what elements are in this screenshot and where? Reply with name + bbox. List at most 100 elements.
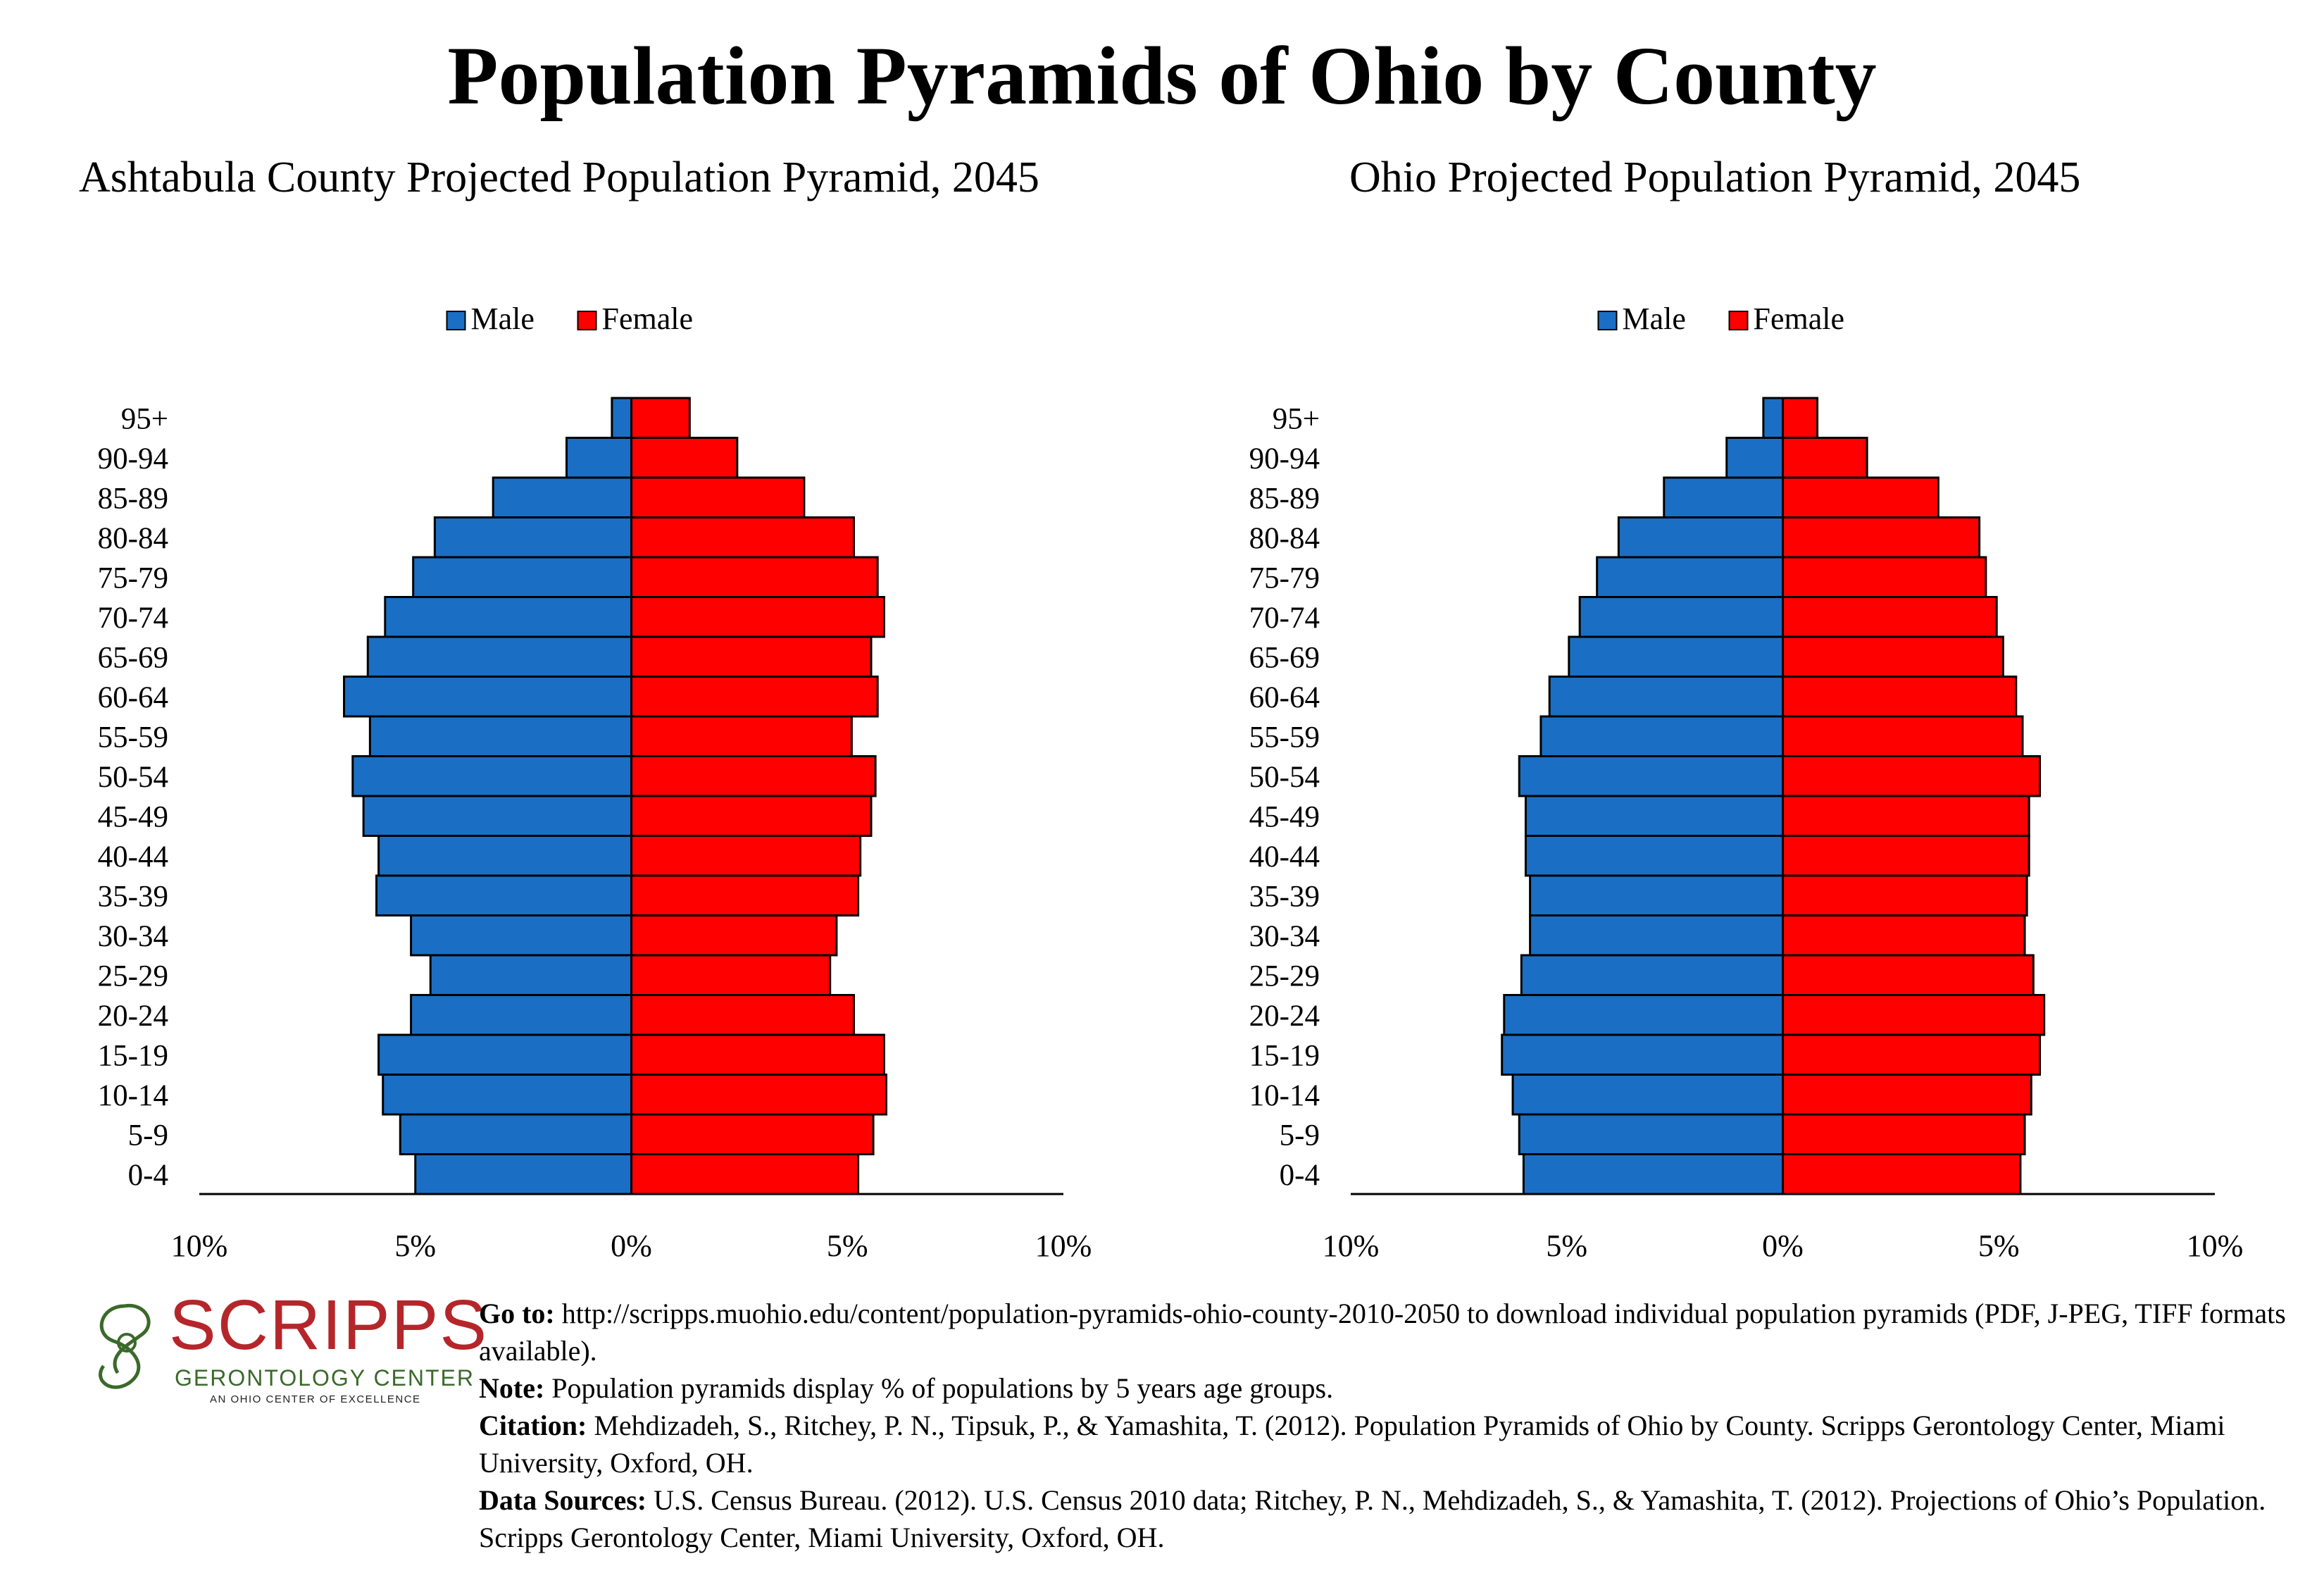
x-tick-label-ohio: 0% <box>1762 1229 1804 1263</box>
footer-goto-text: http://scripps.muohio.edu/content/popula… <box>479 1298 2286 1367</box>
legend-label-female-ohio: Female <box>1754 302 1845 336</box>
female-bar-ohio <box>1782 516 1981 559</box>
legend-swatch-female-ashtabula <box>577 311 597 330</box>
age-label-ohio: 80-84 <box>1249 522 1320 555</box>
female-bar-ashtabula <box>630 437 739 479</box>
male-bar-ohio <box>1501 1033 1785 1076</box>
age-label-ohio: 55-59 <box>1249 721 1320 754</box>
age-label-ohio: 15-19 <box>1249 1039 1320 1072</box>
female-bar-ashtabula <box>630 397 691 439</box>
footer-note-text: Population pyramids display % of populat… <box>544 1372 1334 1404</box>
age-label-ashtabula: 90-94 <box>98 442 168 476</box>
age-label-ohio: 30-34 <box>1249 920 1320 953</box>
age-label-ohio: 85-89 <box>1249 482 1320 515</box>
footer-note-label: Note: <box>479 1372 545 1404</box>
x-tick-label-ashtabula: 5% <box>827 1229 868 1263</box>
male-bar-ohio <box>1520 954 1785 996</box>
male-bar-ashtabula <box>375 874 632 916</box>
age-label-ohio: 95+ <box>1273 402 1320 435</box>
age-label-ohio: 35-39 <box>1249 880 1320 913</box>
age-label-ashtabula: 0-4 <box>128 1159 168 1192</box>
female-bar-ohio <box>1782 795 2030 837</box>
female-bar-ohio <box>1782 437 1868 479</box>
male-bar-ohio <box>1762 397 1785 439</box>
male-bar-ashtabula <box>565 437 632 479</box>
age-label-ashtabula: 80-84 <box>98 522 168 555</box>
male-bar-ashtabula <box>611 397 633 439</box>
male-bar-ohio <box>1539 715 1784 757</box>
age-label-ashtabula: 55-59 <box>98 721 168 754</box>
female-bar-ashtabula <box>630 1113 875 1155</box>
female-bar-ohio <box>1782 1033 2042 1076</box>
female-bar-ashtabula <box>630 556 879 598</box>
male-bar-ohio <box>1518 755 1784 797</box>
male-bar-ohio <box>1548 676 1784 718</box>
age-label-ashtabula: 25-29 <box>98 959 168 993</box>
age-label-ashtabula: 35-39 <box>98 880 168 913</box>
female-bar-ohio <box>1782 874 2028 916</box>
logo-tagline: AN OHIO CENTER OF EXCELLENCE <box>210 1393 421 1405</box>
male-bar-ashtabula <box>343 676 632 718</box>
female-bar-ohio <box>1782 1113 2026 1155</box>
footer-sources-text: U.S. Census Bureau. (2012). U.S. Census … <box>479 1484 2266 1553</box>
age-label-ashtabula: 15-19 <box>98 1039 168 1072</box>
age-label-ohio: 60-64 <box>1249 681 1320 714</box>
age-label-ashtabula: 50-54 <box>98 761 168 794</box>
female-bar-ashtabula <box>630 596 885 638</box>
age-label-ashtabula: 5-9 <box>128 1119 168 1152</box>
female-bar-ohio <box>1782 1153 2022 1195</box>
age-label-ashtabula: 30-34 <box>98 920 168 953</box>
age-label-ohio: 75-79 <box>1249 561 1320 595</box>
female-bar-ashtabula <box>630 1033 885 1076</box>
footer-notes: Go to: http://scripps.muohio.edu/content… <box>479 1295 2310 1556</box>
female-bar-ashtabula <box>630 874 860 916</box>
footer-citation: Citation: Mehdizadeh, S., Ritchey, P. N.… <box>479 1407 2310 1481</box>
footer-sources-label: Data Sources: <box>479 1484 647 1516</box>
x-tick-label-ashtabula: 5% <box>394 1229 436 1263</box>
age-label-ashtabula: 45-49 <box>98 800 168 833</box>
age-label-ohio: 65-69 <box>1249 641 1320 674</box>
x-tick-label-ashtabula: 10% <box>171 1229 228 1263</box>
male-bar-ohio <box>1725 437 1785 479</box>
male-bar-ashtabula <box>412 556 632 598</box>
legend-label-male-ohio: Male <box>1623 302 1686 336</box>
age-label-ashtabula: 75-79 <box>98 561 168 595</box>
logo-subtitle: GERONTOLOGY CENTER <box>175 1365 475 1391</box>
female-bar-ashtabula <box>630 795 873 837</box>
male-bar-ohio <box>1522 1153 1784 1195</box>
footer-note: Note: Population pyramids display % of p… <box>479 1369 2310 1407</box>
male-bar-ohio <box>1518 1113 1784 1155</box>
male-bar-ashtabula <box>433 516 632 559</box>
age-label-ashtabula: 10-14 <box>98 1079 168 1112</box>
male-bar-ohio <box>1596 556 1785 598</box>
female-bar-ashtabula <box>630 835 862 877</box>
female-bar-ohio <box>1782 1074 2032 1116</box>
female-bar-ashtabula <box>630 715 853 757</box>
female-bar-ohio <box>1782 954 2035 996</box>
age-label-ohio: 70-74 <box>1249 602 1320 635</box>
female-bar-ashtabula <box>630 994 855 1036</box>
male-bar-ashtabula <box>351 755 632 797</box>
x-tick-label-ohio: 5% <box>1978 1229 2020 1263</box>
legend-label-female-ashtabula: Female <box>602 302 694 336</box>
male-bar-ohio <box>1617 516 1785 559</box>
male-bar-ohio <box>1663 476 1785 518</box>
female-bar-ohio <box>1782 914 2026 957</box>
male-bar-ashtabula <box>429 954 632 996</box>
pyramid-charts: 0-4 5-9 10-14 15-19 20-24 25-29 30-34 35-39 40-4… <box>98 302 2244 1263</box>
female-bar-ashtabula <box>630 635 873 678</box>
age-label-ashtabula: 65-69 <box>98 641 168 674</box>
female-bar-ashtabula <box>630 516 855 559</box>
male-bar-ohio <box>1511 1074 1784 1116</box>
female-bar-ohio <box>1782 676 2018 718</box>
male-bar-ohio <box>1524 835 1785 877</box>
female-bar-ohio <box>1782 476 1939 518</box>
male-bar-ashtabula <box>377 835 632 877</box>
male-bar-ashtabula <box>362 795 632 837</box>
female-bar-ohio <box>1782 635 2004 678</box>
age-label-ohio: 45-49 <box>1249 800 1320 833</box>
female-bar-ohio <box>1782 715 2024 757</box>
legend-swatch-male-ohio <box>1597 311 1618 330</box>
chart-title-ashtabula: Ashtabula County Projected Population Py… <box>79 154 1039 201</box>
chart-title-ohio: Ohio Projected Population Pyramid, 2045 <box>1349 154 2081 201</box>
